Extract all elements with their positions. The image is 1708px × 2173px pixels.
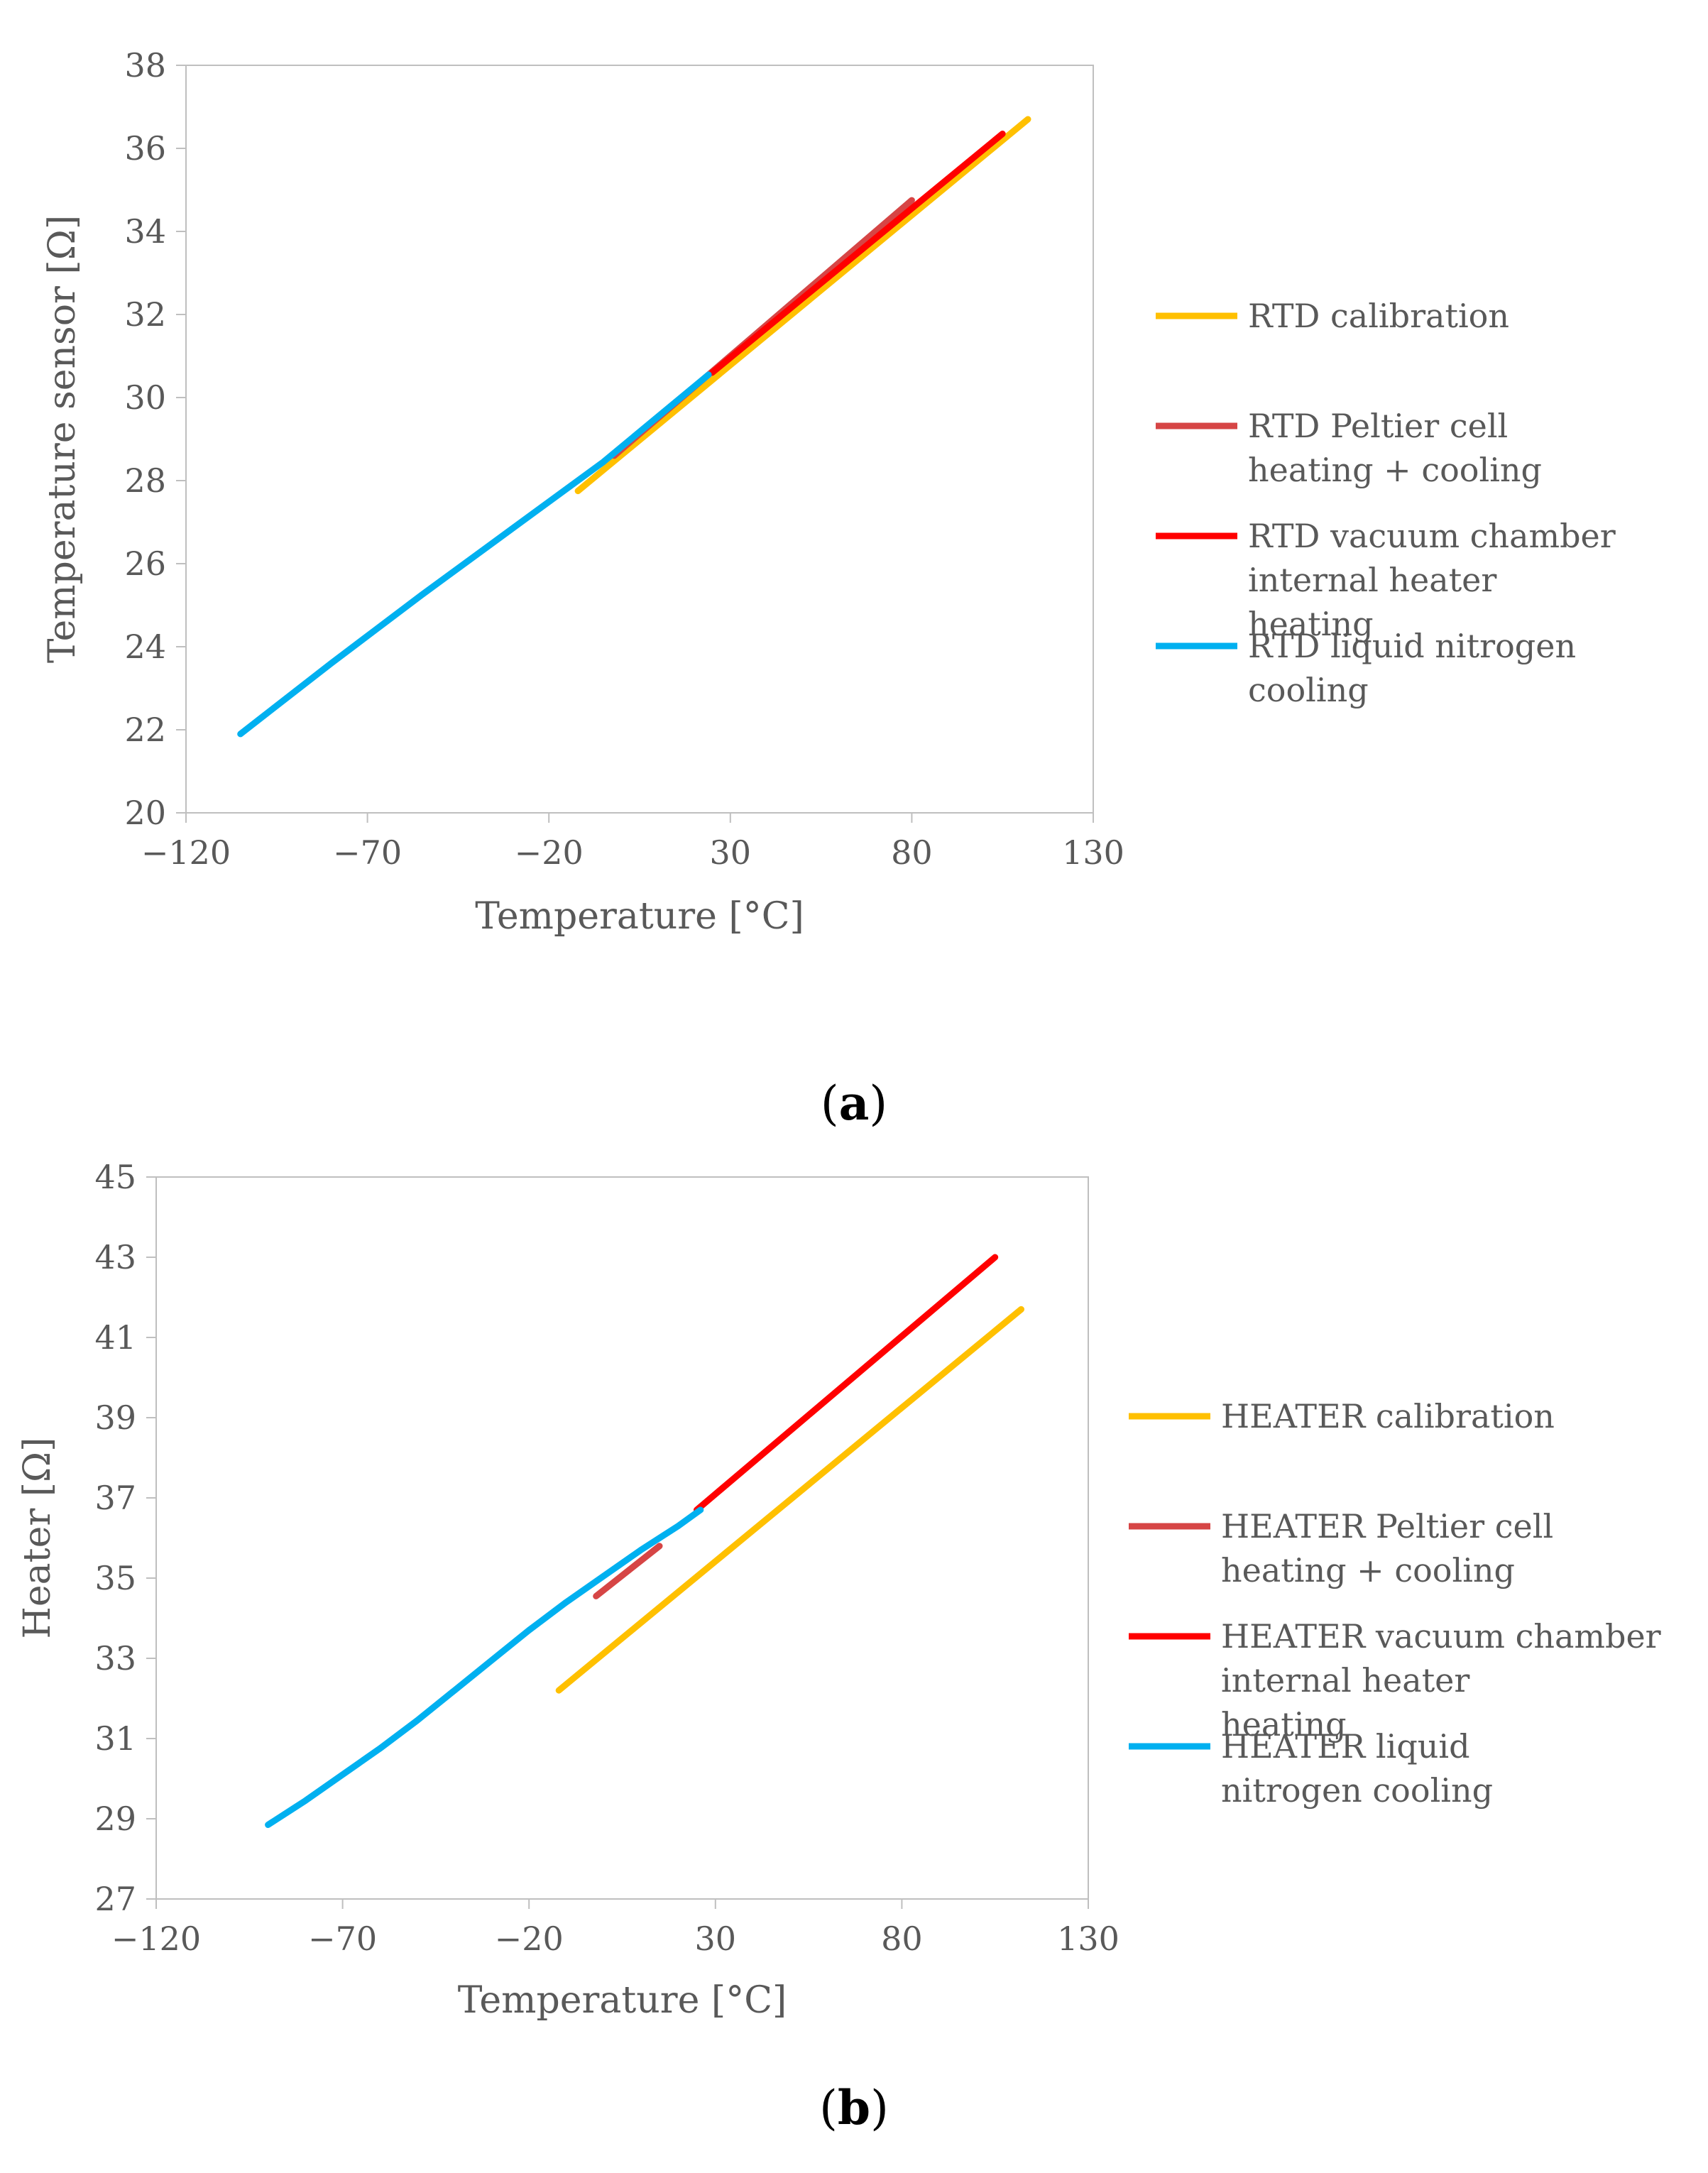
y-tick-label: 31: [94, 1719, 136, 1758]
series-line-3: [708, 131, 1006, 376]
panel-label-a: (a): [820, 1075, 888, 1131]
x-tick-label: 80: [881, 1920, 923, 1958]
y-tick-label: 36: [124, 129, 166, 168]
series-line-4: [237, 371, 712, 738]
y-tick-label: 35: [94, 1559, 136, 1597]
legend-label-1: RTD calibration: [1248, 297, 1509, 335]
panel-label-b: (b): [819, 2080, 889, 2135]
series-line-1: [555, 1306, 1024, 1694]
y-tick-label: 41: [94, 1318, 136, 1357]
x-tick-label: −70: [333, 833, 402, 872]
y-tick-label: 34: [124, 212, 166, 251]
x-tick-label: −20: [495, 1920, 564, 1958]
y-tick-label: 24: [124, 628, 166, 666]
y-tick-label: 20: [124, 794, 166, 832]
y-axis-title: Heater [Ω]: [16, 1438, 59, 1639]
series-line-3: [694, 1254, 999, 1514]
plot-area-frame: [155, 1176, 1089, 1900]
legend-label-2: RTD Peltier cell heating + cooling: [1248, 407, 1542, 489]
x-tick-label: 80: [891, 833, 933, 872]
x-tick-label: −70: [308, 1920, 377, 1958]
y-tick-label: 26: [124, 544, 166, 583]
chart-b: −120 −70 −20 30 80 130 27 29 31 33 35 37 39 41 43 45 Tem…: [16, 1158, 1661, 2022]
x-tick-label: 30: [710, 833, 752, 872]
legend-label-2: HEATER Peltier cell heating + cooling: [1221, 1507, 1553, 1589]
x-tick-label: 130: [1062, 833, 1124, 872]
x-tick-label: −20: [515, 833, 584, 872]
legend-label-3: RTD vacuum chamber internal heater heating: [1248, 517, 1616, 643]
y-tick-label: 28: [124, 461, 166, 500]
chart-a: −120 −70 −20 30 80 130 20 22 24 26 28 30 32 34 36 38 Tem…: [41, 46, 1616, 938]
legend-label-4: RTD liquid nitrogen cooling: [1248, 627, 1576, 709]
x-axis-title: Temperature [°C]: [458, 1979, 787, 2022]
series-line-2: [593, 1543, 663, 1599]
legend-label-1: HEATER calibration: [1221, 1397, 1555, 1435]
y-tick-label: 33: [94, 1639, 136, 1677]
legend-label-4: HEATER liquid nitrogen cooling: [1221, 1727, 1493, 1810]
y-tick-label: 45: [94, 1158, 136, 1196]
series-line-4: [265, 1506, 704, 1828]
y-tick-label: 37: [94, 1479, 136, 1517]
legend-label-3: HEATER vacuum chamber internal heater heat…: [1221, 1617, 1661, 1744]
figure-panel-a: −120 −70 −20 30 80 130 20 22 24 26 28 30 32 34 36 38 Tem…: [41, 46, 1616, 1131]
y-tick-label: 32: [124, 295, 166, 334]
y-tick-label: 22: [124, 711, 166, 749]
x-tick-label: 130: [1057, 1920, 1119, 1958]
series-line-1: [574, 116, 1031, 495]
x-axis-title: Temperature [°C]: [475, 895, 804, 938]
x-tick-label: −120: [111, 1920, 201, 1958]
y-tick-label: 30: [124, 378, 166, 417]
figure-panel-b: −120 −70 −20 30 80 130 27 29 31 33 35 37 39 41 43 45 Tem…: [0, 1150, 1708, 2173]
x-tick-label: −120: [141, 833, 231, 872]
plot-area-frame: [185, 65, 1094, 814]
x-tick-label: 30: [695, 1920, 737, 1958]
y-tick-label: 27: [94, 1880, 136, 1918]
y-tick-label: 43: [94, 1238, 136, 1276]
y-axis-title: Temperature sensor [Ω]: [41, 215, 84, 663]
y-tick-label: 38: [124, 46, 166, 84]
y-tick-label: 29: [94, 1800, 136, 1838]
y-tick-label: 39: [94, 1399, 136, 1437]
